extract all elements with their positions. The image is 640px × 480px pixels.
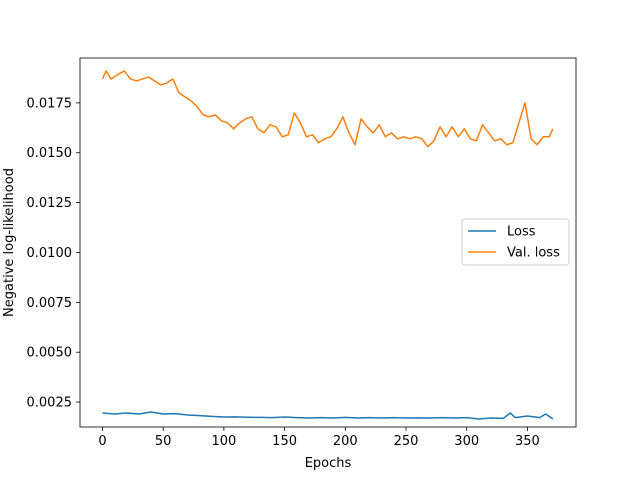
y-tick-label: 0.0175 (27, 96, 73, 111)
x-tick-label: 300 (454, 434, 479, 449)
x-tick-label: 250 (394, 434, 419, 449)
plot-frame (79, 57, 577, 428)
series-line-val-loss (101, 70, 554, 148)
legend: Loss Val. loss (461, 218, 570, 266)
y-tick-label: 0.0025 (27, 396, 73, 411)
y-tick-label: 0.0075 (27, 296, 73, 311)
x-tick-label: 50 (155, 434, 172, 449)
x-tick-label: 150 (272, 434, 297, 449)
legend-label-val-loss: Val. loss (507, 246, 560, 261)
series-layer (101, 70, 554, 420)
x-axis-title: Epochs (305, 456, 352, 471)
y-tick-label: 0.0150 (27, 146, 73, 161)
y-tick-label: 0.0050 (27, 346, 73, 361)
y-axis-title: Negative log-likelihood (2, 168, 17, 317)
x-tick-label: 100 (211, 434, 236, 449)
x-tick-label: 0 (98, 434, 106, 449)
x-axis: 0 50 100 150 200 250 300 350 (98, 427, 540, 449)
series-line-loss (102, 411, 554, 420)
x-tick-label: 350 (515, 434, 540, 449)
y-tick-label: 0.0100 (27, 246, 73, 261)
legend-label-loss: Loss (507, 225, 536, 240)
y-axis: 0.0025 0.0050 0.0075 0.0100 0.0125 0.0150 0.01… (27, 96, 80, 411)
x-tick-label: 200 (333, 434, 358, 449)
y-tick-label: 0.0125 (27, 196, 73, 211)
